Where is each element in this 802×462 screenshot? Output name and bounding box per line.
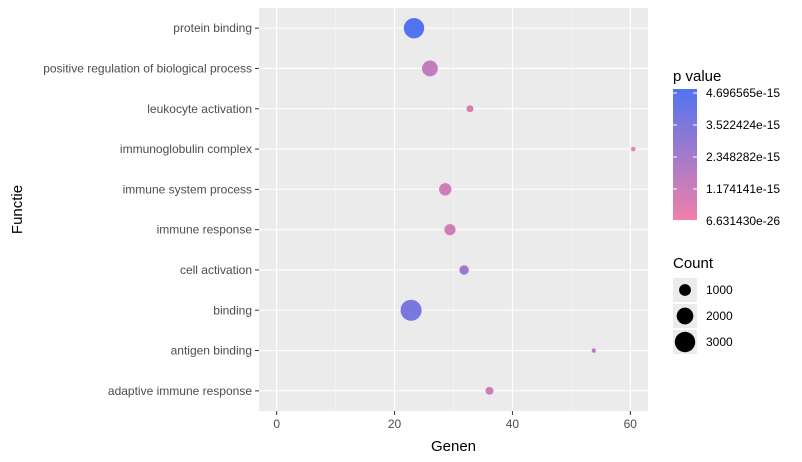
data-point-immunoglobulin-complex [630,146,636,152]
color-legend-bar [673,89,697,220]
size-legend-title: Count [673,255,714,272]
x-tick-label: 20 [388,417,402,431]
color-legend-label: 2.348282e-15 [706,150,780,164]
size-legend-dot-1000 [679,284,691,296]
y-tick-label-immunoglobulin-complex: immunoglobulin complex [120,142,252,156]
x-tick-label: 60 [624,417,638,431]
size-legend-label: 2000 [706,309,733,323]
y-tick-label-immune-system-process: immune system process [123,182,252,196]
y-tick-label-protein-binding: protein binding [173,21,252,35]
data-point-adaptive-immune-response [485,386,494,395]
x-tick-label: 0 [273,417,280,431]
data-point-binding [400,299,422,321]
size-legend-label: 3000 [706,335,733,349]
data-point-positive-regulation-of-biological-process [422,60,438,77]
y-tick-label-binding: binding [213,303,252,317]
data-point-protein-binding [403,17,425,39]
x-tick-label: 40 [506,417,520,431]
color-legend-label: 6.631430e-26 [706,214,780,228]
data-point-leukocyte-activation [466,105,474,113]
size-legend-dot-2000 [676,307,694,325]
size-legend-label: 1000 [706,283,733,297]
y-tick-label-positive-regulation-of-biological-process: positive regulation of biological proces… [43,61,252,75]
color-legend-label: 4.696565e-15 [706,86,780,100]
y-tick-label-immune-response: immune response [157,223,253,237]
data-point-immune-response [444,224,456,236]
y-tick-label-cell-activation: cell activation [180,263,252,277]
data-point-immune-system-process [439,183,452,196]
y-tick-label-antigen-binding: antigen binding [171,344,252,358]
data-point-cell-activation [459,265,469,275]
y-tick-label-adaptive-immune-response: adaptive immune response [108,384,252,398]
y-axis-title: Functie [9,185,26,234]
y-tick-label-leukocyte-activation: leukocyte activation [147,102,252,116]
size-legend-dot-3000 [674,331,696,353]
color-legend-label: 3.522424e-15 [706,118,780,132]
x-axis-title: Genen [431,438,476,455]
data-point-antigen-binding [591,348,596,353]
color-legend-label: 1.174141e-15 [706,182,780,196]
color-legend-title: p value [673,68,721,85]
